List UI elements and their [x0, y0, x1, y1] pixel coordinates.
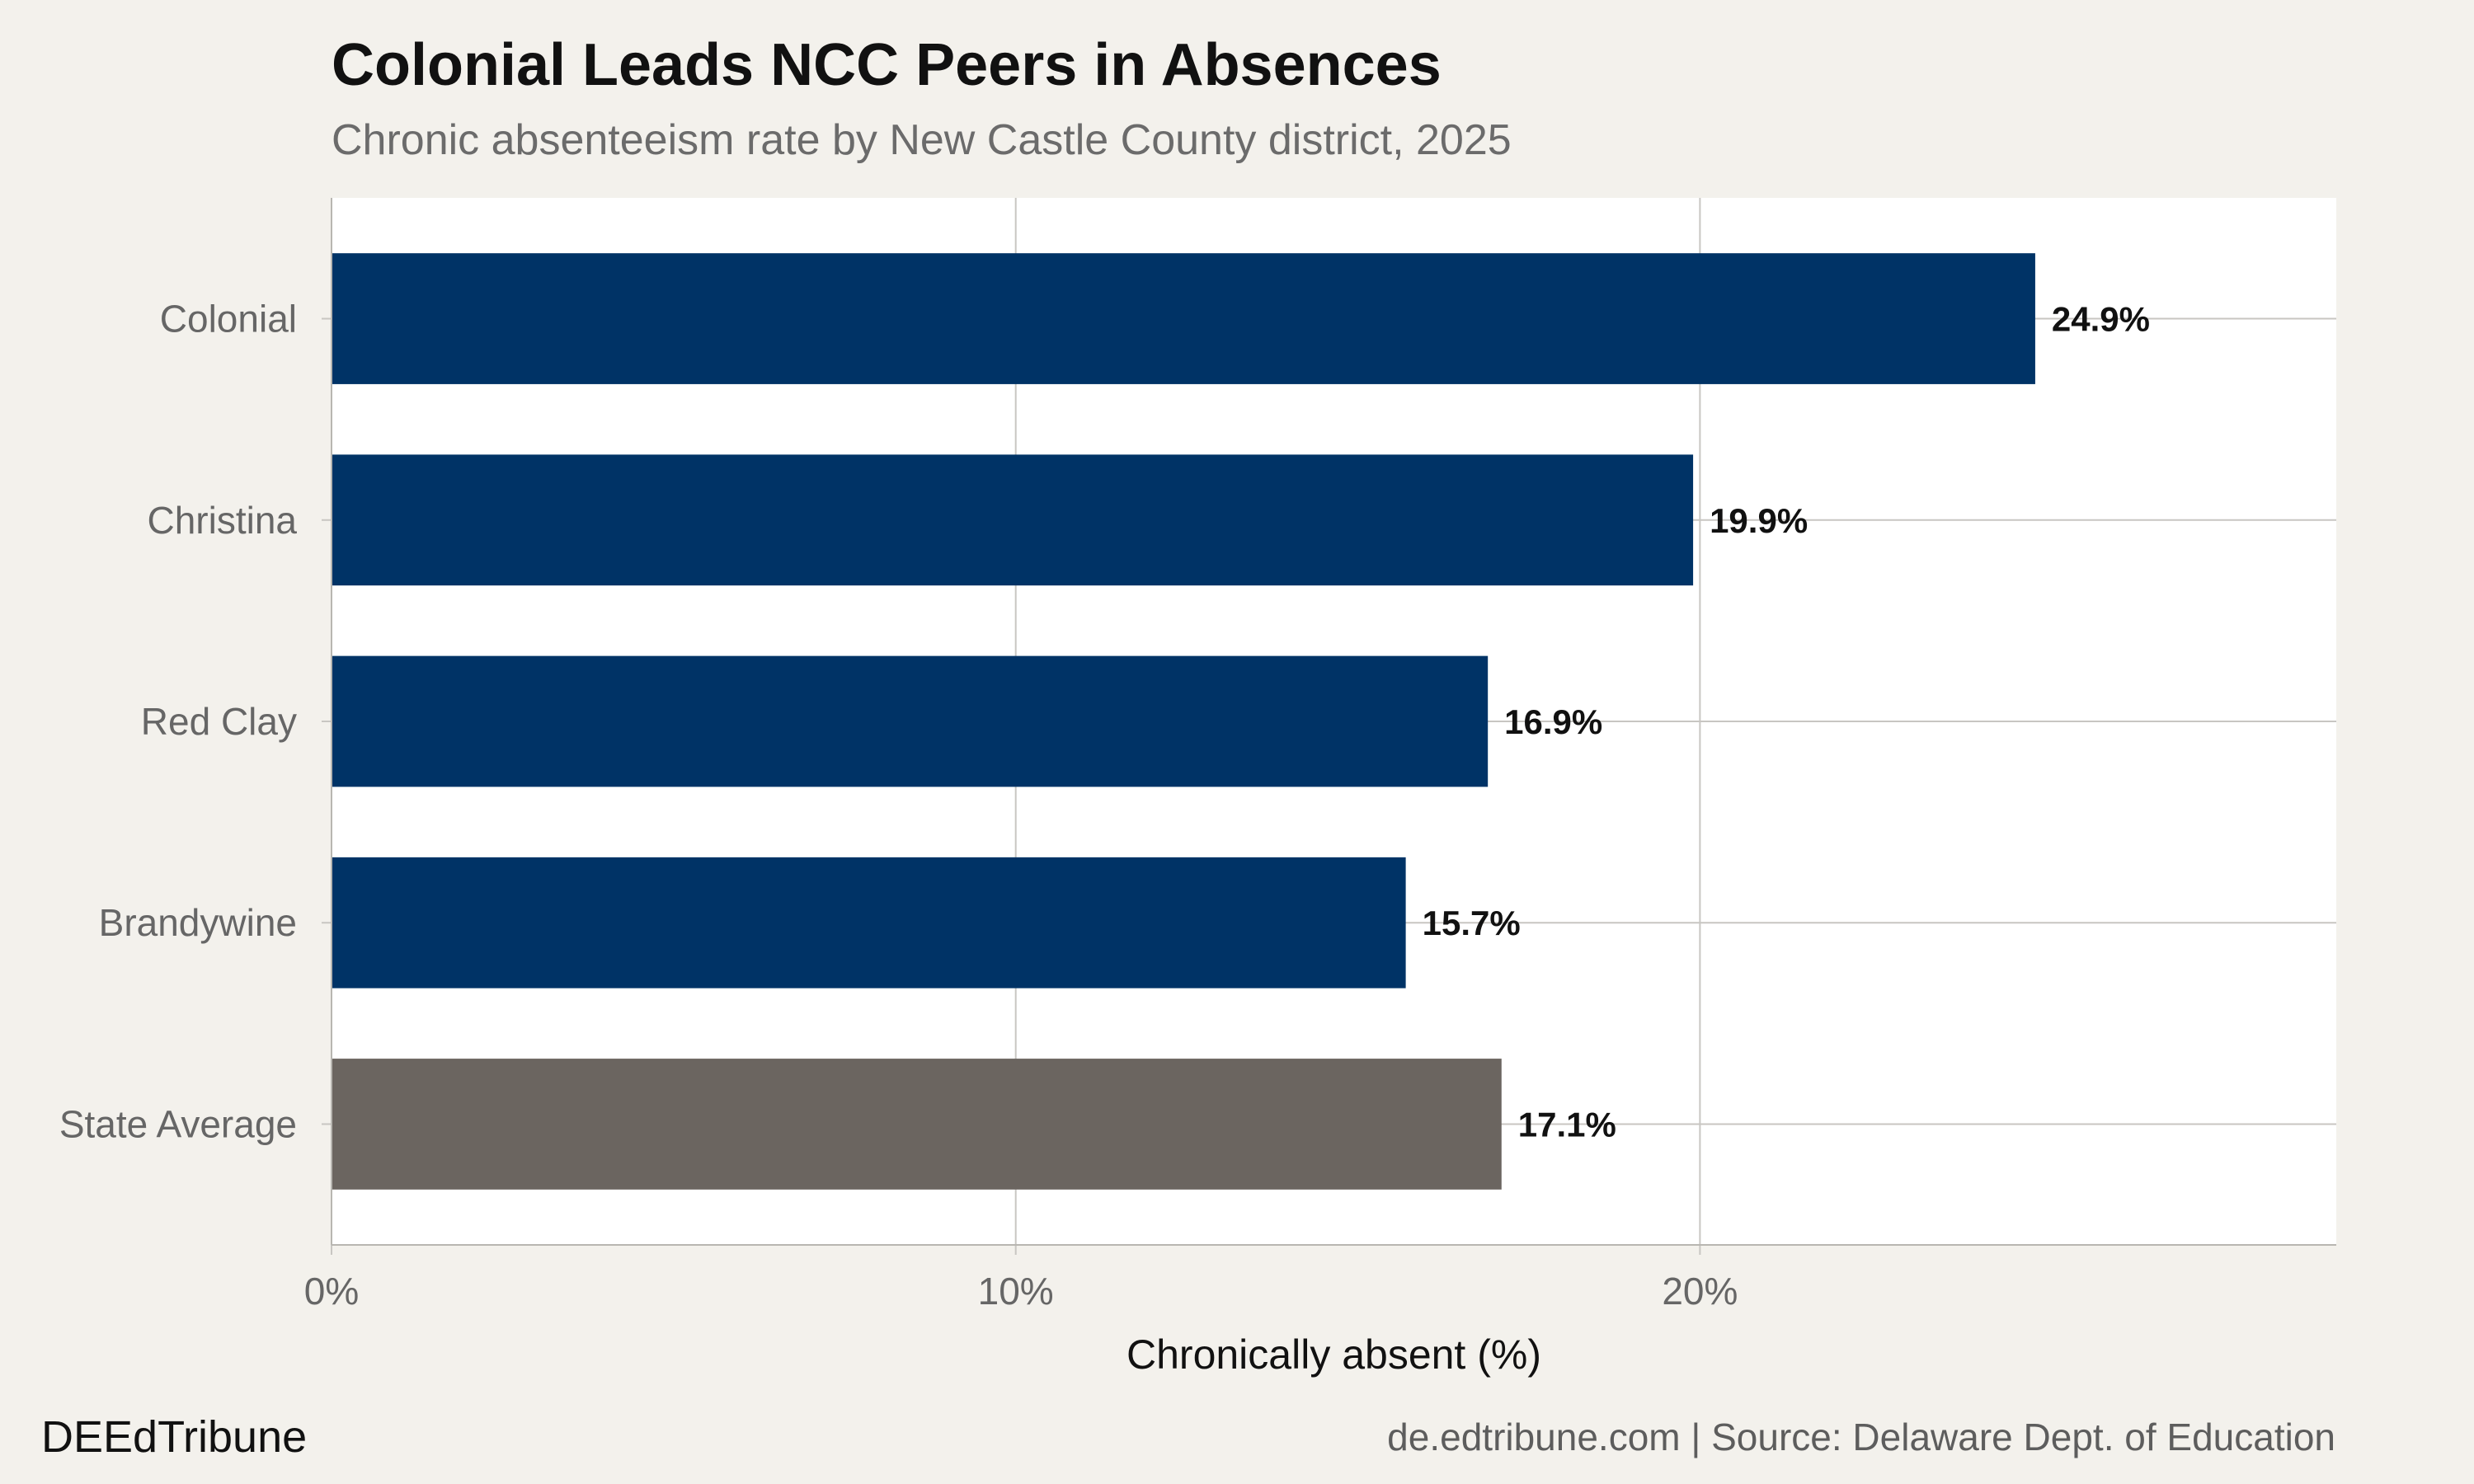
brand-logo-text: DEEdTribune	[41, 1412, 308, 1462]
value-label: 16.9%	[1504, 702, 1602, 741]
source-note: de.edtribune.com | Source: Delaware Dept…	[1387, 1416, 2335, 1458]
y-tick-label: Christina	[147, 499, 297, 542]
value-label: 17.1%	[1518, 1105, 1616, 1144]
chart-subtitle: Chronic absenteeism rate by New Castle C…	[332, 116, 1512, 164]
x-tick-label: 0%	[304, 1270, 359, 1313]
value-label: 24.9%	[2052, 300, 2150, 339]
value-label: 15.7%	[1423, 904, 1521, 942]
x-axis-ticks: 0% 10% 20%	[304, 1245, 1738, 1313]
x-tick-label: 10%	[978, 1270, 1054, 1313]
bar-colonial	[332, 253, 2035, 384]
value-label: 19.9%	[1710, 501, 1808, 540]
bars	[332, 253, 2035, 1190]
y-tick-label: Colonial	[160, 298, 297, 340]
bar-brandywine	[332, 857, 1406, 989]
y-tick-label: Red Clay	[141, 700, 297, 743]
bar-red-clay	[332, 655, 1489, 787]
bar-state-average	[332, 1059, 1502, 1190]
x-tick-label: 20%	[1662, 1270, 1738, 1313]
value-labels: 24.9% 19.9% 16.9% 15.7% 17.1%	[1423, 300, 2150, 1144]
bar-christina	[332, 454, 1694, 586]
x-axis-title: Chronically absent (%)	[1126, 1331, 1541, 1378]
y-tick-label: Brandywine	[99, 901, 297, 944]
y-tick-label: State Average	[59, 1102, 297, 1145]
y-axis-labels: Colonial Christina Red Clay Brandywine State…	[59, 298, 332, 1145]
chart-title: Colonial Leads NCC Peers in Absences	[332, 32, 1442, 98]
